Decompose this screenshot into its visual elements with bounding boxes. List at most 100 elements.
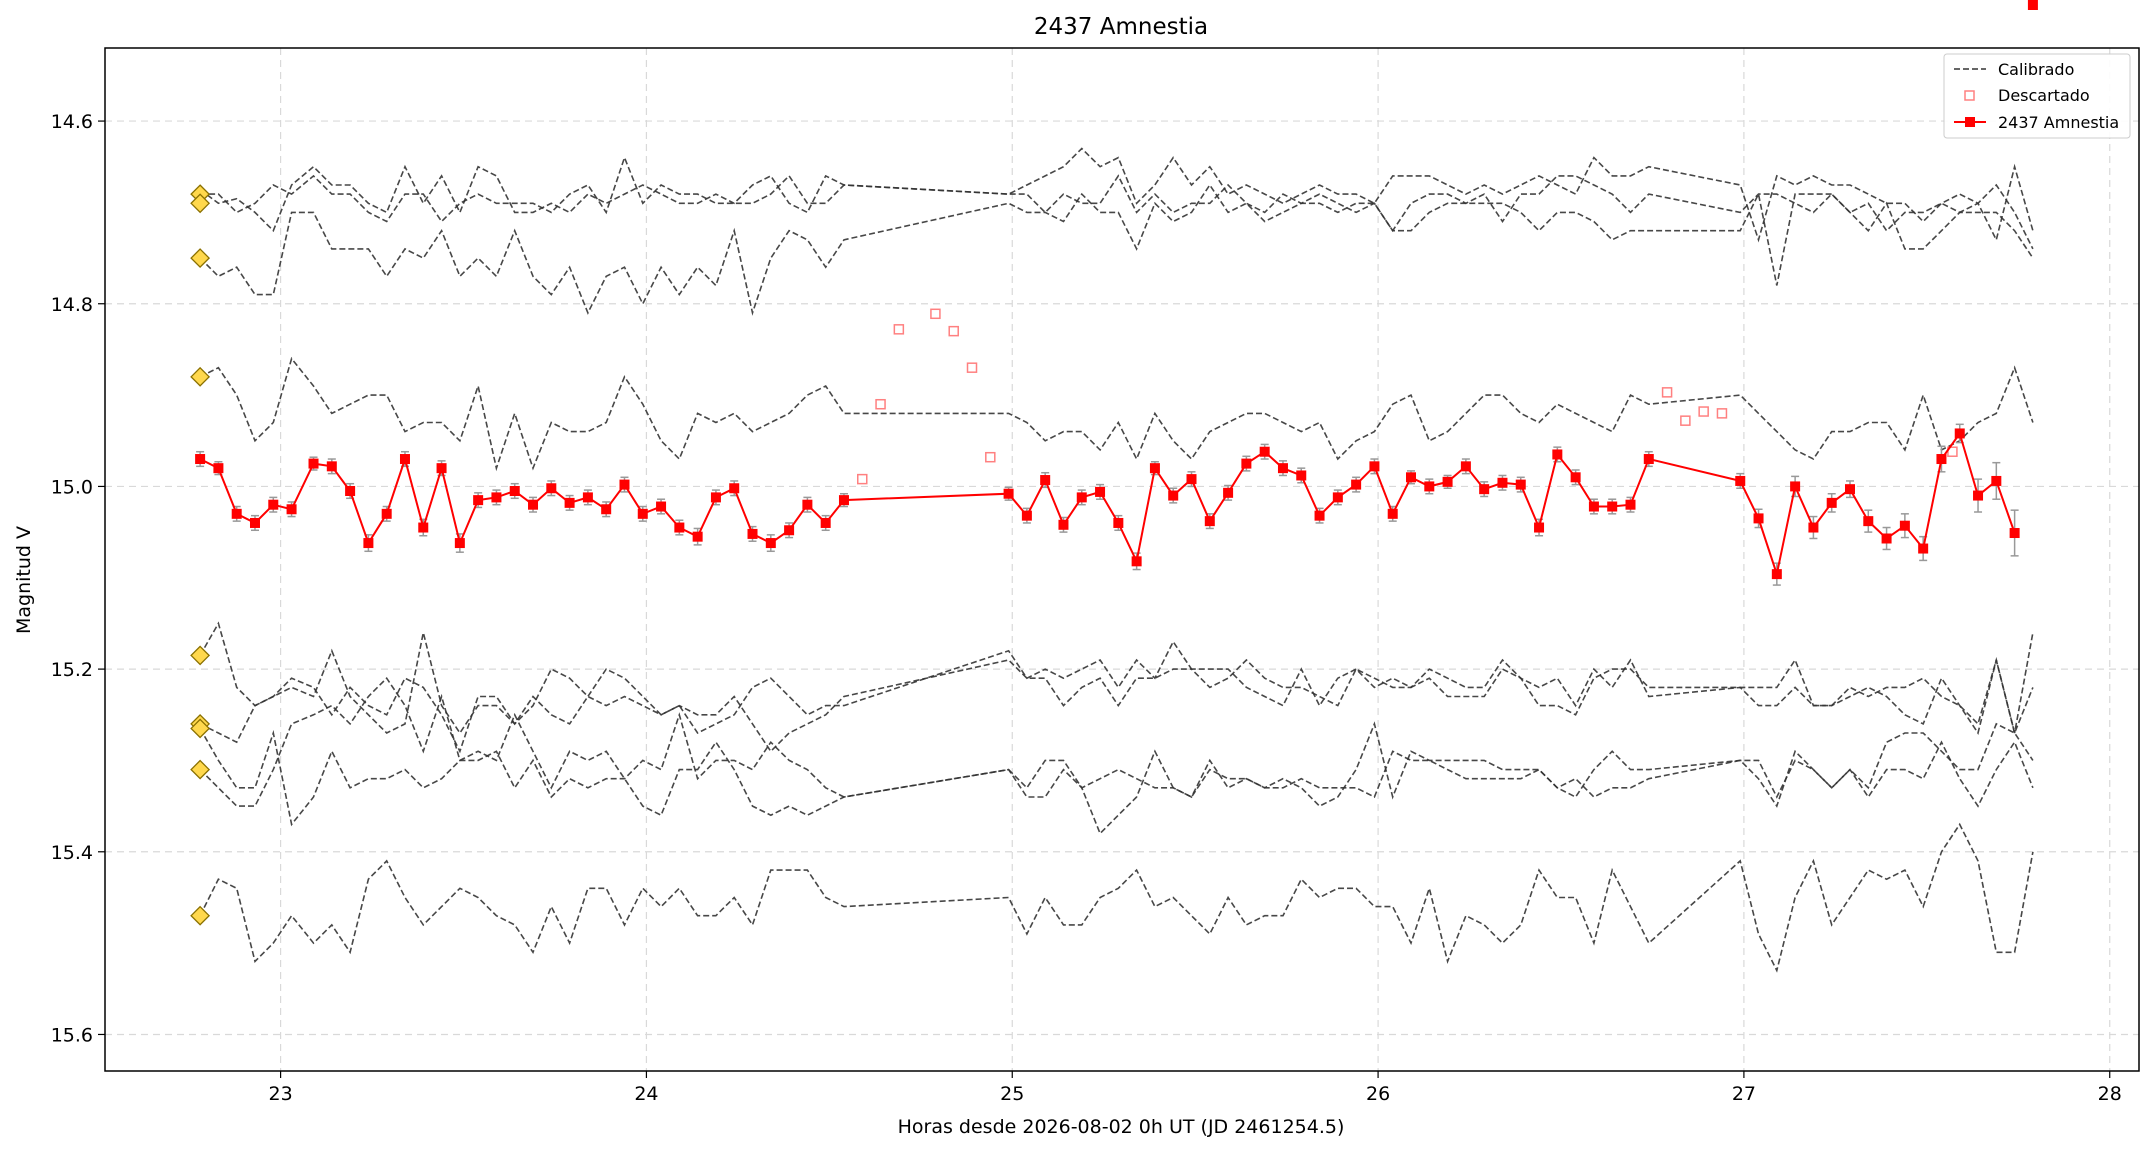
target-data-point	[1534, 522, 1545, 533]
reference-star-marker	[190, 759, 211, 780]
target-data-point	[2027, 0, 2038, 10]
target-data-point	[1826, 497, 1837, 508]
target-data-point	[784, 525, 795, 536]
discarded-point	[948, 325, 959, 337]
target-data-point	[820, 517, 831, 528]
chart-title: 2437 Amnestia	[1034, 14, 1208, 40]
calibrated-series-line	[199, 822, 2034, 973]
target-data-point	[692, 531, 703, 542]
target-data-point	[1442, 476, 1453, 487]
target-data-point	[418, 522, 429, 533]
target-data-point	[838, 495, 849, 506]
discarded-point	[966, 362, 978, 373]
target-data-point	[1643, 454, 1654, 465]
target-data-point	[528, 499, 539, 510]
legend: Calibrado Descartado 2437 Amnestia	[1943, 53, 2131, 139]
target-data-point	[1021, 510, 1032, 521]
legend-calibrated-label: Calibrado	[1998, 60, 2074, 79]
target-data-point	[1168, 490, 1179, 501]
target-data-point	[436, 463, 447, 474]
x-axis-title: Horas desde 2026-08-02 0h UT (JD 2461254…	[898, 1116, 1345, 1138]
target-data-point	[1131, 556, 1142, 567]
target-data-point	[1991, 475, 2002, 486]
discarded-point	[875, 398, 886, 410]
target-data-point	[1040, 475, 1051, 486]
y-tick-label: 15.0	[51, 476, 93, 498]
target-data-point	[765, 538, 776, 549]
calibrated-series-line	[199, 183, 2034, 316]
target-data-point	[656, 501, 667, 512]
reference-star-marker	[190, 718, 211, 739]
discarded-point	[1716, 408, 1728, 419]
target-data-point	[1479, 484, 1490, 495]
target-data-point	[1296, 470, 1307, 481]
target-data-point	[1844, 484, 1855, 495]
x-tick-label: 26	[1366, 1083, 1390, 1105]
y-tick-label: 15.6	[51, 1024, 93, 1046]
target-data-point	[1607, 501, 1618, 512]
legend-discarded-label: Descartado	[1998, 86, 2090, 105]
target-data-point	[1113, 517, 1124, 528]
calibrated-series-line	[199, 676, 2034, 817]
target-data-point	[1973, 490, 1984, 501]
target-data-point	[1095, 486, 1106, 497]
x-tick-label: 25	[1000, 1083, 1024, 1105]
y-axis-title: Magnitud V	[13, 526, 35, 634]
target-data-point	[802, 499, 813, 510]
x-tick-label: 24	[634, 1083, 658, 1105]
reference-star-marker	[190, 248, 211, 268]
target-data-point	[1076, 492, 1087, 503]
reference-star-marker	[190, 905, 211, 926]
target-data-point	[268, 499, 279, 510]
target-data-point	[195, 454, 206, 465]
target-data-point	[1515, 479, 1526, 490]
target-data-point	[1003, 488, 1014, 499]
reference-star-marker	[190, 366, 211, 387]
target-data-point	[1790, 481, 1801, 492]
target-data-point	[381, 508, 392, 519]
target-data-point	[1753, 513, 1764, 524]
target-data-point	[1204, 516, 1215, 527]
target-data-point	[1369, 461, 1380, 472]
target-data-point	[1277, 463, 1288, 474]
y-tick-label: 14.8	[51, 294, 93, 316]
discarded-point	[985, 451, 996, 463]
target-data-point	[1332, 492, 1343, 503]
target-data-point	[491, 492, 502, 503]
target-data-point	[1552, 449, 1563, 460]
target-data-point	[1186, 474, 1197, 485]
x-tick-label: 28	[2098, 1083, 2122, 1105]
y-tick-label: 15.2	[51, 659, 93, 681]
discarded-point	[930, 308, 941, 320]
target-data-point	[308, 458, 319, 469]
target-data-point	[747, 528, 758, 539]
target-data-point	[2009, 528, 2020, 539]
legend-discarded-swatch	[1964, 90, 1975, 101]
target-data-point	[345, 485, 356, 496]
target-data-point	[1223, 487, 1234, 498]
discarded-point	[1698, 406, 1709, 417]
target-data-point	[1936, 454, 1947, 465]
legend-box	[1943, 53, 2131, 139]
discarded-point	[1947, 446, 1958, 457]
grid	[105, 48, 2139, 1071]
legend-target-marker	[1965, 117, 1975, 127]
target-data-point	[1899, 520, 1910, 531]
x-tick-label: 27	[1732, 1083, 1756, 1105]
target-data-point	[1351, 479, 1362, 490]
target-data-point	[637, 508, 648, 519]
discarded-point	[857, 473, 868, 485]
target-series-line	[199, 431, 2016, 578]
target-data-point	[710, 492, 721, 503]
calibrated-series-line	[199, 712, 2034, 835]
target-data-point	[1424, 481, 1435, 492]
target-data-point	[1735, 475, 1746, 486]
target-data-point	[249, 517, 260, 528]
y-tick-label: 14.6	[51, 111, 93, 133]
discarded-point	[1661, 387, 1673, 398]
reference-markers-group	[190, 184, 211, 926]
target-data-point	[1314, 510, 1325, 521]
target-data-point	[729, 483, 740, 494]
